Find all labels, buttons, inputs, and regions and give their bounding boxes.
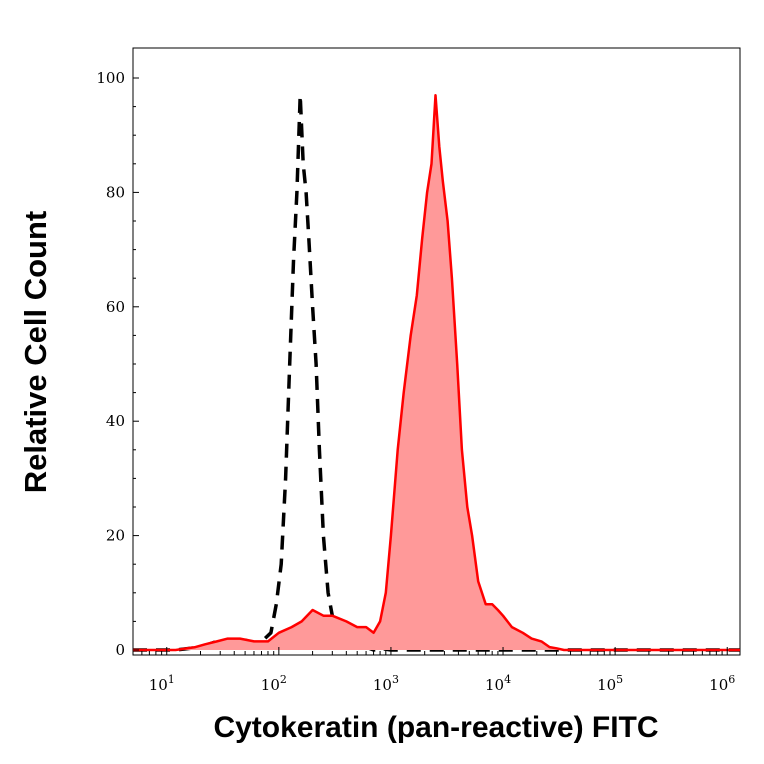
y-tick-label: 20 bbox=[106, 527, 125, 545]
x-tick-label: 102 bbox=[261, 673, 287, 694]
plot-border bbox=[132, 47, 741, 656]
y-tick-label: 40 bbox=[106, 412, 125, 430]
y-axis-label: Relative Cell Count bbox=[18, 211, 53, 494]
axes-layer: 0 20 40 60 80 100 101 102 103 104 105 106 bbox=[96, 69, 735, 694]
x-tick-label: 101 bbox=[149, 673, 175, 694]
x-tick-label: 104 bbox=[485, 673, 511, 694]
y-tick-label: 60 bbox=[106, 298, 125, 316]
x-tick-label: 105 bbox=[597, 673, 623, 694]
y-tick-label: 100 bbox=[96, 69, 125, 87]
series-layer bbox=[133, 93, 740, 652]
y-tick-label: 0 bbox=[115, 641, 125, 659]
series-fill-area bbox=[133, 95, 740, 650]
series-line-red bbox=[133, 93, 740, 652]
x-axis-label: Cytokeratin (pan-reactive) FITC bbox=[213, 711, 658, 744]
y-tick-label: 80 bbox=[106, 183, 125, 201]
x-tick-label: 103 bbox=[373, 673, 399, 694]
plot-frame bbox=[132, 47, 741, 656]
x-tick-label: 106 bbox=[709, 673, 735, 694]
